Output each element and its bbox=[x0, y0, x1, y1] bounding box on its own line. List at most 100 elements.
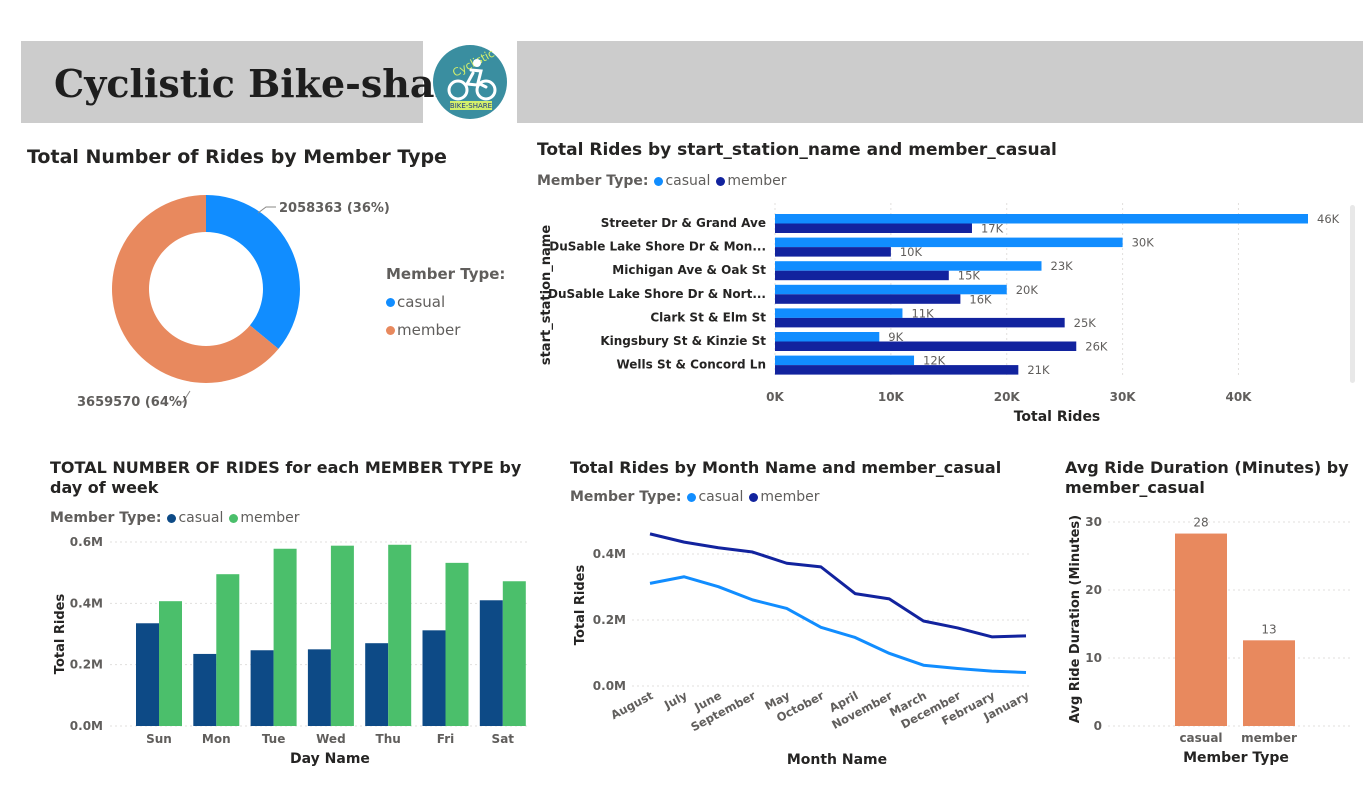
bar-casual[interactable] bbox=[775, 237, 1123, 248]
y-category-label: Wells St & Concord Ln bbox=[616, 358, 766, 372]
bar-member[interactable] bbox=[216, 574, 240, 726]
y-category-label: Clark St & Elm St bbox=[650, 310, 766, 324]
bar-member[interactable] bbox=[775, 294, 961, 304]
dow-title: TOTAL NUMBER OF RIDES for each MEMBER TY… bbox=[50, 458, 522, 497]
y-axis-title: Total Rides bbox=[573, 565, 588, 646]
donut-slice-casual[interactable] bbox=[206, 195, 300, 349]
bar-casual[interactable] bbox=[775, 261, 1042, 271]
line-member[interactable] bbox=[649, 532, 1027, 639]
donut-slice-member[interactable] bbox=[111, 195, 279, 383]
bar-member[interactable] bbox=[775, 223, 972, 234]
donut-chart[interactable]: 2058363 (36%) 3659570 (64%) bbox=[20, 180, 520, 430]
dow-legend-title: Member Type: bbox=[50, 510, 162, 526]
bar-member[interactable] bbox=[775, 341, 1077, 352]
y-tick-label: 0.6M bbox=[70, 535, 103, 549]
donut-legend: Member Type: casual member bbox=[386, 260, 505, 344]
bar-member[interactable] bbox=[159, 601, 182, 726]
bar-casual[interactable] bbox=[193, 653, 217, 726]
scrollbar[interactable] bbox=[1350, 205, 1355, 383]
data-label: 12K bbox=[923, 354, 946, 368]
legend-item-member[interactable]: member bbox=[386, 316, 505, 344]
casual-dot-icon bbox=[167, 513, 177, 523]
data-label: 26K bbox=[1085, 340, 1108, 354]
bar-member[interactable] bbox=[775, 270, 949, 281]
bar-member[interactable] bbox=[775, 247, 891, 257]
x-tick-label: Wed bbox=[316, 732, 346, 746]
donut-data-label-casual: 2058363 (36%) bbox=[279, 201, 390, 216]
x-tick-label: casual bbox=[1179, 731, 1222, 745]
bar-member[interactable] bbox=[1243, 640, 1295, 726]
x-axis-title: Member Type bbox=[1183, 750, 1289, 766]
legend-item-casual[interactable]: casual bbox=[386, 288, 505, 316]
y-tick-label: 20 bbox=[1085, 583, 1102, 597]
x-tick-label: 20K bbox=[994, 390, 1021, 404]
bar-member[interactable] bbox=[330, 545, 354, 726]
dow-legend: Member Type: casual member bbox=[50, 510, 300, 526]
bar-member[interactable] bbox=[273, 548, 297, 726]
y-category-label: Michigan Ave & Oak St bbox=[612, 263, 766, 277]
y-tick-label: 10 bbox=[1085, 651, 1102, 665]
bar-casual[interactable] bbox=[775, 308, 903, 318]
dow-bar-chart[interactable]: 0.0M 0.2M 0.4M 0.6M Sun Mon Tue Wed Thu Fri Sat Day… bbox=[40, 530, 550, 775]
legend-member-label[interactable]: member bbox=[240, 510, 300, 526]
header-band-left bbox=[21, 41, 423, 123]
bar-casual[interactable] bbox=[365, 643, 389, 726]
bar-casual[interactable] bbox=[136, 623, 159, 726]
bar-casual[interactable] bbox=[775, 355, 915, 366]
legend-member-label[interactable]: member bbox=[760, 489, 820, 505]
data-label: 30K bbox=[1132, 236, 1155, 250]
month-legend: Member Type: casual member bbox=[570, 489, 820, 505]
y-tick-label: 0.4M bbox=[593, 547, 626, 561]
data-label: 11K bbox=[911, 306, 934, 320]
x-tick-label: 10K bbox=[878, 390, 905, 404]
data-label: 46K bbox=[1317, 212, 1340, 226]
bar-casual[interactable] bbox=[250, 650, 274, 726]
data-label: 17K bbox=[981, 222, 1004, 236]
bar-member[interactable] bbox=[775, 365, 1019, 375]
station-legend: Member Type: casual member bbox=[537, 173, 787, 189]
x-tick-label: Sun bbox=[146, 732, 172, 746]
bar-casual[interactable] bbox=[775, 214, 1308, 224]
legend-casual-label[interactable]: casual bbox=[665, 173, 711, 189]
data-label: 16K bbox=[969, 292, 992, 306]
leader-line bbox=[176, 390, 191, 403]
member-dot-icon bbox=[229, 513, 239, 523]
x-tick-label: Thu bbox=[376, 732, 401, 746]
x-tick-label: August bbox=[608, 688, 655, 722]
data-label: 20K bbox=[1016, 283, 1039, 297]
bar-member[interactable] bbox=[502, 581, 526, 726]
member-dot-icon bbox=[749, 492, 759, 502]
y-category-label: Streeter Dr & Grand Ave bbox=[601, 216, 766, 230]
station-bar-chart[interactable]: 0K 10K 20K 30K 40K Streeter Dr & Grand Ave 46K… bbox=[530, 195, 1363, 430]
bar-member[interactable] bbox=[445, 562, 469, 726]
y-tick-label: 0.2M bbox=[70, 658, 103, 672]
bar-casual[interactable] bbox=[307, 649, 331, 726]
legend-casual-label[interactable]: casual bbox=[698, 489, 744, 505]
line-casual[interactable] bbox=[649, 575, 1027, 674]
x-axis-title: Month Name bbox=[787, 752, 887, 768]
y-axis-title: Avg Ride Duration (Minutes) bbox=[1068, 515, 1083, 723]
x-tick-label: member bbox=[1241, 731, 1297, 745]
bar-casual[interactable] bbox=[422, 630, 446, 726]
legend-casual-label[interactable]: casual bbox=[178, 510, 224, 526]
x-tick-label: Tue bbox=[262, 732, 286, 746]
bar-casual[interactable] bbox=[479, 600, 503, 726]
y-tick-label: 0 bbox=[1094, 719, 1102, 733]
station-legend-title: Member Type: bbox=[537, 173, 649, 189]
month-legend-title: Member Type: bbox=[570, 489, 682, 505]
casual-dot-icon bbox=[654, 176, 664, 186]
data-label: 28 bbox=[1193, 516, 1208, 530]
bar-member[interactable] bbox=[388, 544, 412, 726]
donut-title: Total Number of Rides by Member Type bbox=[27, 146, 447, 168]
casual-dot-icon bbox=[386, 298, 395, 307]
donut-legend-title: Member Type: bbox=[386, 265, 506, 283]
legend-member-label[interactable]: member bbox=[727, 173, 787, 189]
bar-casual[interactable] bbox=[775, 284, 1007, 295]
duration-bar-chart[interactable]: 0 10 20 30 28 casual 13 member Member Type Avg Ri… bbox=[1060, 505, 1360, 775]
bar-member[interactable] bbox=[775, 317, 1065, 328]
bar-casual[interactable] bbox=[775, 332, 880, 342]
bar-casual[interactable] bbox=[1175, 533, 1227, 726]
y-tick-label: 0.0M bbox=[593, 679, 626, 693]
data-label: 15K bbox=[958, 269, 981, 283]
